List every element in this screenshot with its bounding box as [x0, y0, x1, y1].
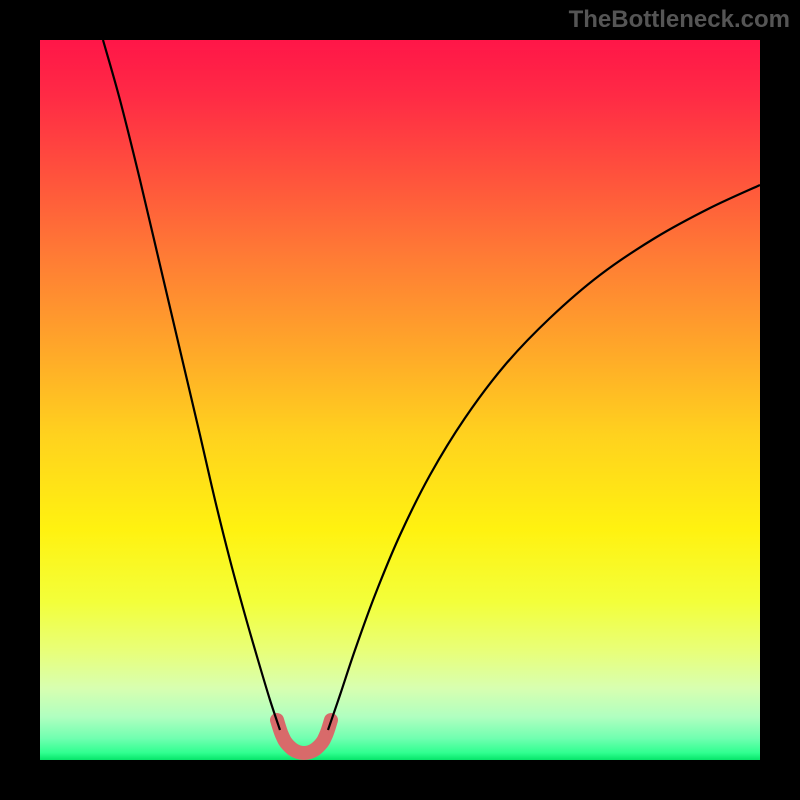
chart-container: TheBottleneck.com — [0, 0, 800, 800]
valley-highlight — [277, 720, 331, 753]
curve-right-branch — [328, 185, 760, 730]
curve-left-branch — [103, 40, 280, 730]
curve-layer — [40, 40, 760, 760]
plot-area — [40, 40, 760, 760]
watermark-text: TheBottleneck.com — [569, 6, 790, 34]
